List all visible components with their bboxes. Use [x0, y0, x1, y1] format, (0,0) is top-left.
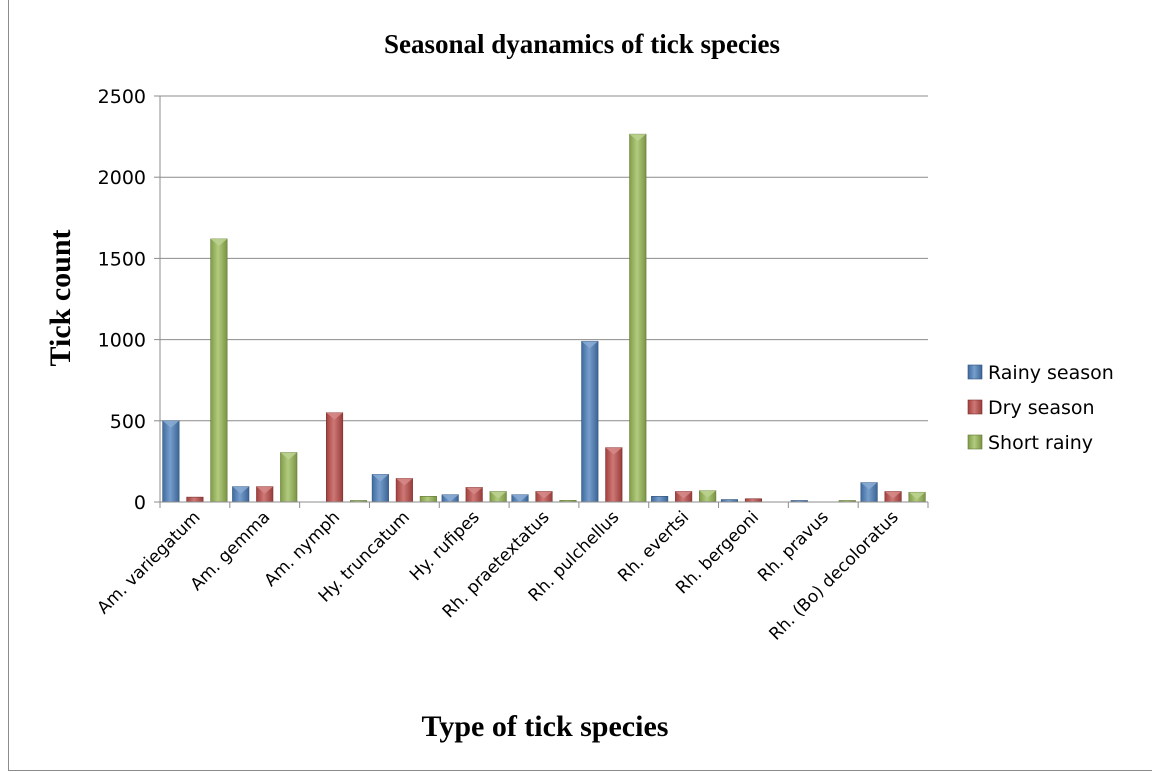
x-axis-title: Type of tick species [422, 710, 669, 743]
y-tick-label: 1000 [98, 330, 146, 352]
legend-swatch [967, 399, 983, 415]
bar-short-rainy [280, 452, 298, 503]
chart-title: Seasonal dyanamics of tick species [384, 29, 780, 59]
bar-cap [396, 478, 413, 486]
bar-rainy-season [651, 496, 669, 503]
y-tick-label: 2500 [98, 86, 146, 108]
bar-cap [162, 420, 180, 428]
legend-swatch [967, 434, 983, 450]
bar-cap [256, 486, 273, 494]
chart-frame [8, 0, 1152, 771]
bar-cap [326, 412, 343, 420]
bar-cap [908, 492, 926, 500]
bar-dry-season [325, 412, 344, 503]
legend-label: Short rainy [988, 432, 1093, 454]
bar-cap [372, 474, 389, 482]
bars [162, 133, 926, 503]
bar-short-rainy [210, 238, 228, 503]
bar-cap [280, 452, 297, 460]
y-tick-label: 1500 [98, 248, 146, 270]
y-tick-label: 500 [110, 411, 146, 433]
bar-short-rainy [629, 133, 647, 503]
bar-cap [860, 482, 878, 490]
bar-dry-season [186, 496, 204, 503]
bar-cap [210, 238, 228, 246]
legend-label: Dry season [988, 397, 1095, 419]
bar-cap [489, 491, 507, 499]
bar-cap [535, 491, 553, 499]
y-axis-title: Tick count [44, 230, 77, 367]
bar-cap [441, 494, 459, 502]
y-tick-label: 0 [134, 492, 146, 514]
bar-cap [232, 486, 249, 494]
bar-cap [581, 341, 599, 349]
bar-dry-season [605, 447, 623, 503]
x-tick-label: Am. variegatum [94, 507, 205, 618]
bar-cap [605, 447, 623, 455]
x-tick-label: Rh. (Bo) decoloratus [765, 507, 902, 644]
legend: Rainy season Dry season Short rainy [967, 362, 1114, 454]
bar-short-rainy [419, 496, 437, 503]
bar-cap [465, 487, 483, 495]
bar-rainy-season [162, 420, 180, 503]
bar-cap [629, 134, 647, 142]
gridlines [160, 95, 928, 422]
bar-rainy-season [581, 340, 599, 503]
bar-cap [699, 490, 716, 498]
y-axis-ticks: 0 500 1000 1500 2000 2500 [98, 86, 160, 514]
legend-swatch [967, 364, 983, 380]
bar-cap [884, 491, 902, 499]
axes [159, 96, 928, 503]
bar-cap [511, 494, 529, 502]
bar-cap [675, 491, 692, 499]
legend-label: Rainy season [988, 362, 1114, 384]
y-tick-label: 2000 [98, 167, 146, 189]
